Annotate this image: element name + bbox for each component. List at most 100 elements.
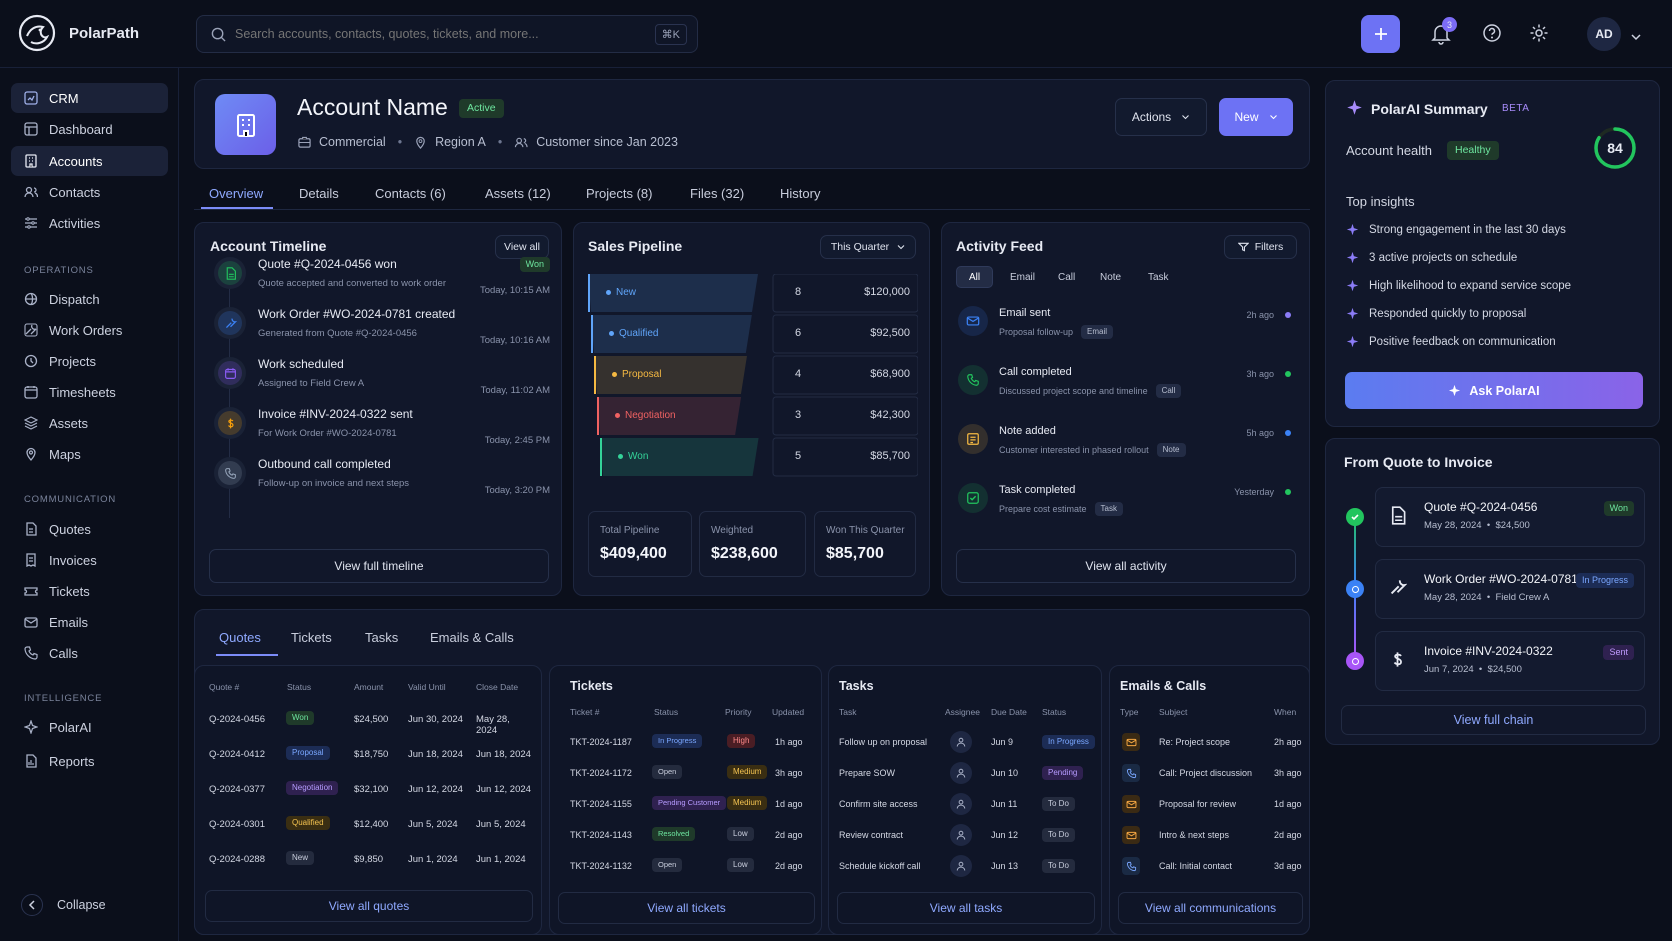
filter-chip-note[interactable]: Note bbox=[1100, 271, 1122, 283]
timeline-item[interactable]: Invoice #INV-2024-0322 sent For Work Orde… bbox=[210, 404, 550, 449]
activity-item[interactable]: Email sent Proposal follow-up Email 2h ago bbox=[956, 299, 1296, 349]
table-row[interactable]: Call: Initial contact 3d ago bbox=[1110, 854, 1311, 880]
sidebar-item-emails[interactable]: Emails bbox=[11, 607, 168, 637]
chain-step[interactable]: Quote #Q-2024-0456 May 28, 2024 • $24,500… bbox=[1375, 487, 1645, 547]
sidebar-item-crm[interactable]: CRM bbox=[11, 83, 168, 113]
collapse-button[interactable]: Collapse bbox=[21, 894, 106, 916]
table-row[interactable]: Q-2024-0288 New $9,850 Jun 1, 2024 Jun 1, 20… bbox=[195, 847, 533, 873]
timeline-item[interactable]: Work scheduled Assigned to Field Crew A To… bbox=[210, 354, 550, 399]
table-row[interactable]: TKT-2024-1172 Open Medium 3h ago bbox=[550, 762, 823, 786]
filter-chip-email[interactable]: Email bbox=[1010, 271, 1036, 283]
tab-projects[interactable]: Projects (8) bbox=[586, 186, 653, 201]
sidebar-item-maps[interactable]: Maps bbox=[11, 439, 168, 469]
sidebar-item-dashboard[interactable]: Dashboard bbox=[11, 114, 168, 144]
funnel-stage[interactable] bbox=[600, 437, 918, 477]
funnel-stage[interactable] bbox=[591, 314, 918, 354]
timeline-item[interactable]: Work Order #WO-2024-0781 created Generate… bbox=[210, 304, 550, 349]
timeline-item[interactable]: Outbound call completed Follow-up on invo… bbox=[210, 454, 550, 499]
table-row[interactable]: Q-2024-0456 Won $24,500 Jun 30, 2024 May 28,… bbox=[195, 707, 533, 736]
table-row[interactable]: Prepare SOW Jun 10 Pending bbox=[829, 761, 1103, 787]
view-full-chain-button[interactable]: View full chain bbox=[1341, 705, 1646, 735]
activity-item[interactable]: Note added Customer interested in phased … bbox=[956, 417, 1296, 467]
tab-contacts[interactable]: Contacts (6) bbox=[375, 186, 446, 201]
sidebar-item-work-orders[interactable]: Work Orders bbox=[11, 315, 168, 345]
ask-polarai-button[interactable]: Ask PolarAI bbox=[1345, 372, 1643, 409]
table-row[interactable]: TKT-2024-1155 Pending Customer Medium 1d ag… bbox=[550, 793, 823, 817]
tab-overview[interactable]: Overview bbox=[209, 186, 264, 201]
view-all-communications-button[interactable]: View all communications bbox=[1118, 892, 1303, 924]
sidebar-item-projects[interactable]: Projects bbox=[11, 346, 168, 376]
create-button[interactable] bbox=[1361, 15, 1400, 53]
records-tab-0[interactable]: Quotes bbox=[219, 630, 261, 645]
polar-logo-icon[interactable] bbox=[18, 14, 56, 52]
search-bar[interactable]: ⌘K bbox=[196, 15, 698, 53]
funnel-stage[interactable] bbox=[594, 355, 918, 395]
activity-item[interactable]: Task completed Prepare cost estimate Task Y… bbox=[956, 476, 1296, 526]
tasks-title: Tasks bbox=[839, 679, 874, 693]
view-full-timeline-button[interactable]: View full timeline bbox=[209, 549, 549, 583]
actions-button[interactable]: Actions bbox=[1115, 98, 1207, 136]
records-tab-3[interactable]: Emails & Calls bbox=[430, 630, 514, 645]
pipeline-stage-row[interactable]: Won 5 $85,700 bbox=[588, 438, 918, 476]
pipeline-stage-row[interactable]: New 8 $120,000 bbox=[588, 274, 918, 312]
records-tab-1[interactable]: Tickets bbox=[291, 630, 332, 645]
view-all-button[interactable]: View all bbox=[495, 235, 549, 259]
table-row[interactable]: TKT-2024-1187 In Progress High 1h ago bbox=[550, 731, 823, 755]
notifications-button[interactable]: 3 bbox=[1430, 17, 1457, 49]
table-row[interactable]: Q-2024-0377 Negotiation $32,100 Jun 12, 202… bbox=[195, 777, 533, 803]
table-row[interactable]: Call: Project discussion 3h ago bbox=[1110, 761, 1311, 787]
filter-chip-call[interactable]: Call bbox=[1058, 271, 1076, 283]
table-row[interactable]: Follow up on proposal Jun 9 In Progress bbox=[829, 730, 1103, 756]
view-all-quotes-button[interactable]: View all quotes bbox=[205, 890, 533, 922]
sidebar-item-dispatch[interactable]: Dispatch bbox=[11, 284, 168, 314]
tab-details[interactable]: Details bbox=[299, 186, 339, 201]
timeline-item[interactable]: Quote #Q-2024-0456 won Quote accepted and… bbox=[210, 254, 550, 299]
table-row[interactable]: Intro & next steps 2d ago bbox=[1110, 823, 1311, 849]
view-all-activity-button[interactable]: View all activity bbox=[956, 549, 1296, 583]
table-row[interactable]: Re: Project scope 2h ago bbox=[1110, 730, 1311, 756]
table-row[interactable]: TKT-2024-1132 Open Low 2d ago bbox=[550, 855, 823, 879]
view-all-tasks-button[interactable]: View all tasks bbox=[837, 892, 1095, 924]
records-tab-2[interactable]: Tasks bbox=[365, 630, 399, 645]
pipeline-stage-row[interactable]: Qualified 6 $92,500 bbox=[588, 315, 918, 353]
sidebar-item-polarai[interactable]: PolarAI bbox=[11, 712, 168, 742]
sidebar-item-contacts[interactable]: Contacts bbox=[11, 177, 168, 207]
help-button[interactable] bbox=[1482, 23, 1502, 46]
user-menu-chevron[interactable] bbox=[1631, 29, 1641, 44]
funnel-stage[interactable] bbox=[588, 274, 918, 313]
pipeline-stage-row[interactable]: Proposal 4 $68,900 bbox=[588, 356, 918, 394]
search-input[interactable] bbox=[235, 24, 615, 44]
sidebar-item-tickets[interactable]: Tickets bbox=[11, 576, 168, 606]
activity-item[interactable]: Call completed Discussed project scope an… bbox=[956, 358, 1296, 408]
sidebar-item-calls[interactable]: Calls bbox=[11, 638, 168, 668]
sidebar-item-activities[interactable]: Activities bbox=[11, 208, 168, 238]
sidebar-item-invoices[interactable]: Invoices bbox=[11, 545, 168, 575]
view-all-tickets-button[interactable]: View all tickets bbox=[558, 892, 815, 924]
settings-button[interactable] bbox=[1529, 23, 1549, 46]
filters-button[interactable]: Filters bbox=[1224, 235, 1297, 259]
chain-step[interactable]: Invoice #INV-2024-0322 Jun 7, 2024 • $24,… bbox=[1375, 631, 1645, 691]
filter-chip-all[interactable]: All bbox=[956, 266, 994, 288]
table-row[interactable]: Q-2024-0412 Proposal $18,750 Jun 18, 2024 Ju… bbox=[195, 742, 533, 768]
table-row[interactable]: Schedule kickoff call Jun 13 To Do bbox=[829, 854, 1103, 880]
funnel-stage[interactable] bbox=[597, 396, 918, 436]
table-row[interactable]: Review contract Jun 12 To Do bbox=[829, 823, 1103, 849]
sidebar-item-timesheets[interactable]: Timesheets bbox=[11, 377, 168, 407]
table-row[interactable]: TKT-2024-1143 Resolved Low 2d ago bbox=[550, 824, 823, 848]
sidebar-item-reports[interactable]: Reports bbox=[11, 746, 168, 776]
pipeline-stage-row[interactable]: Negotiation 3 $42,300 bbox=[588, 397, 918, 435]
sidebar-item-assets[interactable]: Assets bbox=[11, 408, 168, 438]
new-button[interactable]: New bbox=[1219, 98, 1293, 136]
sidebar-item-accounts[interactable]: Accounts bbox=[11, 146, 168, 176]
table-row[interactable]: Confirm site access Jun 11 To Do bbox=[829, 792, 1103, 818]
period-select[interactable]: This Quarter bbox=[820, 235, 916, 259]
tab-history[interactable]: History bbox=[780, 186, 821, 201]
chain-step[interactable]: Work Order #WO-2024-0781 May 28, 2024 • F… bbox=[1375, 559, 1645, 619]
sidebar-item-quotes[interactable]: Quotes bbox=[11, 514, 168, 544]
tab-files[interactable]: Files (32) bbox=[690, 186, 745, 201]
table-row[interactable]: Proposal for review 1d ago bbox=[1110, 792, 1311, 818]
avatar[interactable]: AD bbox=[1587, 17, 1621, 51]
table-row[interactable]: Q-2024-0301 Qualified $12,400 Jun 5, 2024 Ju… bbox=[195, 812, 533, 838]
tab-assets[interactable]: Assets (12) bbox=[485, 186, 551, 201]
filter-chip-task[interactable]: Task bbox=[1148, 271, 1169, 283]
